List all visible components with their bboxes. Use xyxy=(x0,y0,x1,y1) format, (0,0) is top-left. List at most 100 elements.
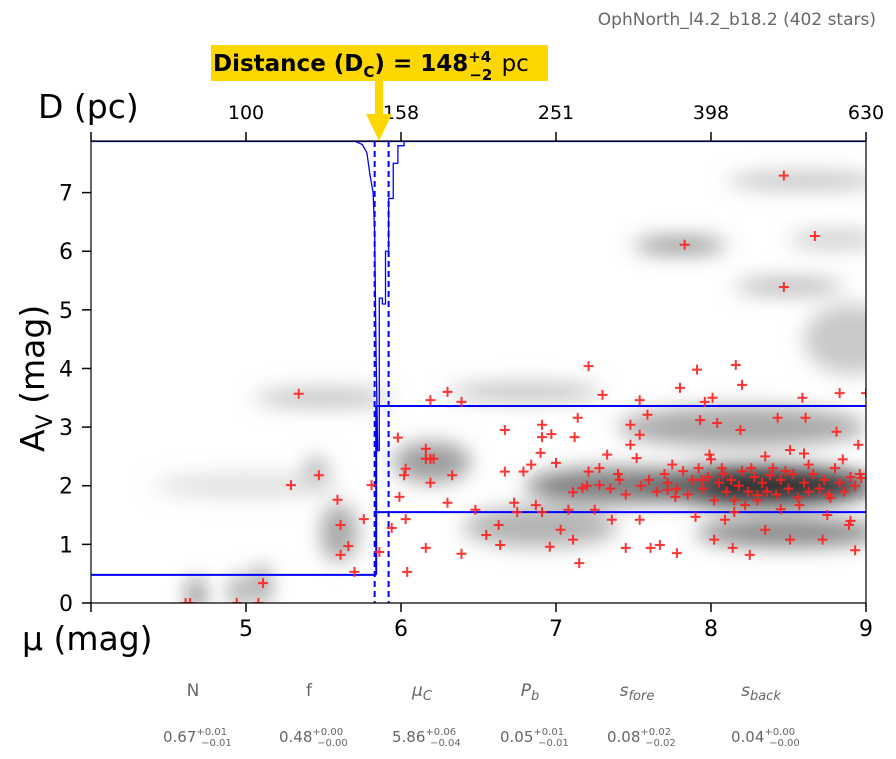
density-blob xyxy=(190,579,203,603)
star-point xyxy=(394,491,405,502)
distance-annotation: Distance (DC) = 148+4 −2 pc xyxy=(211,45,548,141)
y-tick-label: 7 xyxy=(59,182,73,207)
star-point xyxy=(760,451,771,462)
star-point xyxy=(830,463,840,474)
star-point xyxy=(402,566,413,577)
parameter-name: sfore xyxy=(620,681,655,704)
star-point xyxy=(285,480,296,491)
star-point xyxy=(386,522,397,533)
y-tick-label: 2 xyxy=(59,475,73,500)
star-point xyxy=(718,469,729,480)
star-point xyxy=(733,480,744,491)
star-point xyxy=(659,469,670,480)
star-point xyxy=(442,497,453,508)
star-point xyxy=(853,439,864,450)
star-point xyxy=(814,483,825,494)
star-point xyxy=(606,514,617,525)
star-point xyxy=(800,412,811,423)
star-point xyxy=(654,539,665,550)
star-point xyxy=(563,504,574,515)
star-point xyxy=(495,539,506,550)
parameter-value: 0.04+0.00 −0.00 xyxy=(731,727,800,749)
star-point xyxy=(582,480,592,491)
star-point xyxy=(425,395,436,406)
density-blob xyxy=(253,564,270,603)
parameter-table: N 0.67+0.01 −0.01 f 0.48+0.00 −0.00 μC 5.86+0.0… xyxy=(163,681,800,749)
y-tick-label: 5 xyxy=(59,299,73,324)
top-tick-label: 158 xyxy=(383,102,419,124)
star-point xyxy=(713,477,724,488)
star-point xyxy=(544,541,555,552)
parameter-name: Pb xyxy=(521,681,540,704)
density-blob xyxy=(320,503,358,562)
star-point xyxy=(690,511,701,522)
annotation-text: Distance (DC) = 148+4 −2 pc xyxy=(213,48,529,84)
star-point xyxy=(799,448,809,459)
star-point xyxy=(447,470,458,481)
star-point xyxy=(744,549,755,560)
star-point xyxy=(335,549,346,560)
star-point xyxy=(546,429,557,440)
star-point xyxy=(757,477,768,488)
star-point xyxy=(788,469,799,480)
distance-posterior-histogram xyxy=(354,141,405,452)
star-point xyxy=(719,514,730,525)
x-tick-label: 8 xyxy=(704,617,718,642)
star-point xyxy=(366,480,377,491)
star-point xyxy=(518,466,529,477)
star-point xyxy=(704,449,715,460)
star-point xyxy=(293,388,304,399)
star-point xyxy=(778,170,789,181)
density-map xyxy=(153,173,866,603)
star-point xyxy=(537,507,548,518)
annotation-box xyxy=(211,45,548,81)
star-point xyxy=(671,483,682,494)
star-point xyxy=(729,495,740,506)
star-point xyxy=(499,466,510,477)
star-point xyxy=(636,480,647,491)
star-point xyxy=(706,454,716,465)
x-tick-label: 6 xyxy=(394,617,408,642)
y-tick-label: 1 xyxy=(59,533,73,558)
star-point xyxy=(775,504,786,515)
star-point xyxy=(634,429,645,440)
star-point xyxy=(358,514,369,525)
star-point xyxy=(625,419,636,430)
star-point xyxy=(613,469,623,480)
density-blob xyxy=(463,506,618,548)
star-point xyxy=(729,507,740,518)
star-point xyxy=(693,463,704,474)
star-point xyxy=(749,471,760,482)
axes: 5 6 7 8 9 0 1 2 3 4 5 6 7 100 158 251 398 630 xyxy=(59,102,884,642)
star-point xyxy=(780,466,791,477)
star-point xyxy=(537,419,548,430)
star-point xyxy=(702,471,713,482)
star-point xyxy=(743,486,754,497)
star-point xyxy=(707,392,718,403)
star-point xyxy=(671,548,682,559)
star-point xyxy=(392,432,403,443)
y-tick-label: 6 xyxy=(59,240,73,265)
star-point xyxy=(597,389,608,400)
arrow-head-icon xyxy=(366,114,392,141)
parameter-value: 0.48+0.00 −0.00 xyxy=(279,727,348,749)
star-point xyxy=(845,471,856,482)
star-point xyxy=(537,432,548,443)
density-blob xyxy=(788,230,866,249)
star-point xyxy=(349,566,360,577)
top-axis-label: D (pc) xyxy=(38,87,139,126)
density-blob xyxy=(641,465,866,507)
star-point xyxy=(662,477,673,488)
density-blob xyxy=(447,383,603,401)
star-point xyxy=(442,386,453,397)
star-point xyxy=(555,524,566,535)
parameter-name: f xyxy=(306,681,313,701)
star-point xyxy=(499,425,510,436)
star-point xyxy=(817,534,828,545)
density-blob xyxy=(618,406,866,448)
chart-subtitle: OphNorth_l4.2_b18.2 (402 stars) xyxy=(598,10,876,30)
star-point xyxy=(470,504,481,515)
star-point xyxy=(399,470,410,481)
star-point xyxy=(794,500,805,511)
